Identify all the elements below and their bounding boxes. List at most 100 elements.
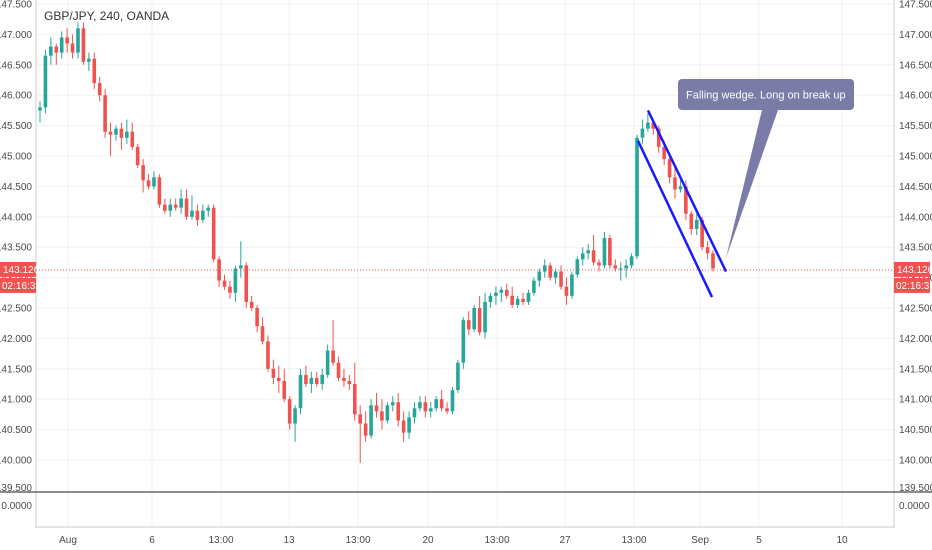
candle-body xyxy=(298,374,303,409)
candle-body xyxy=(228,286,232,293)
candle-body xyxy=(510,295,514,305)
candle-body xyxy=(423,402,428,412)
candle-body xyxy=(195,210,200,220)
candle-body xyxy=(244,265,249,302)
candle-body xyxy=(494,292,498,296)
candle-body xyxy=(385,405,390,421)
candle-body xyxy=(233,268,238,293)
y-tick-label-right: 141.500 xyxy=(899,364,932,375)
y-tick-label-left: 140.500 xyxy=(0,425,32,436)
y-tick-label-left: 142.000 xyxy=(0,334,32,345)
candle-body xyxy=(580,253,585,260)
wedge-lower-line xyxy=(636,140,714,298)
candle-body xyxy=(146,180,151,187)
y-tick-label-right: 144.500 xyxy=(899,182,932,193)
countdown-badge-bg-left xyxy=(0,277,36,293)
candle-body xyxy=(673,177,677,190)
candle-body xyxy=(526,292,531,302)
candle-body xyxy=(320,374,325,384)
countdown-badge-right: 02:16:32 xyxy=(896,281,932,292)
candle-body xyxy=(537,271,542,281)
candle-body xyxy=(49,46,53,56)
candle-body xyxy=(439,399,444,409)
candle-body xyxy=(575,259,580,275)
y-tick-label-left: 141.000 xyxy=(0,395,32,406)
candle-body xyxy=(190,210,194,217)
candle-body xyxy=(667,159,672,178)
candle-body xyxy=(521,298,525,302)
candle-body xyxy=(135,146,140,166)
candle-body xyxy=(472,308,476,330)
candle-body xyxy=(130,131,135,147)
candle-body xyxy=(434,399,439,409)
y-tick-label-left: 142.500 xyxy=(0,304,32,315)
candle-body xyxy=(309,377,314,384)
candle-body xyxy=(255,308,259,327)
x-tick-label: 13:00 xyxy=(621,535,646,546)
candle-body xyxy=(87,58,91,62)
candle-body xyxy=(640,128,645,138)
candle-body xyxy=(553,271,558,278)
candle-body xyxy=(445,408,449,412)
price-badges: 143.126 02:16:32 143.126 02:16:32 xyxy=(0,261,932,293)
grid xyxy=(36,0,894,527)
candle-body xyxy=(108,131,113,135)
y-tick-label-left: 146.000 xyxy=(0,91,32,102)
y-tick-label-right: 144.000 xyxy=(899,212,932,223)
y-axis-left: 140.000 140.500 141.000 141.500 142.000 142.5… xyxy=(0,0,32,467)
candle-body xyxy=(591,250,596,263)
candle-body xyxy=(602,238,607,266)
price-badge-bg-left xyxy=(0,261,36,277)
candle-body xyxy=(157,177,162,205)
candle-body xyxy=(287,399,292,424)
candle-body xyxy=(651,122,656,129)
candle-body xyxy=(396,402,401,421)
candle-body xyxy=(613,265,618,269)
candle-body xyxy=(499,289,504,293)
candle-body xyxy=(618,268,623,270)
x-tick-label: 13:00 xyxy=(345,535,370,546)
candle-body xyxy=(656,128,661,147)
sub-pane-top-label-left: 139.500 xyxy=(0,483,32,494)
candle-body xyxy=(92,58,97,84)
candle-body xyxy=(59,37,64,53)
x-tick-label: Aug xyxy=(59,535,77,546)
y-tick-label-left: 147.000 xyxy=(0,30,32,41)
y-tick-label-left: 141.500 xyxy=(0,364,32,375)
countdown-badge-left: 02:16:32 xyxy=(2,281,41,292)
y-tick-label-left: 145.000 xyxy=(0,152,32,163)
candle-body xyxy=(390,402,395,406)
callout-text: Falling wedge. Long on break up xyxy=(686,90,846,102)
candle-body xyxy=(407,417,411,433)
annotation-callout[interactable]: Falling wedge. Long on break up xyxy=(678,79,854,258)
candle-body xyxy=(559,271,563,287)
candle-body xyxy=(304,374,308,384)
candle-body xyxy=(336,362,341,378)
candle-body xyxy=(401,420,406,433)
x-tick-label: 6 xyxy=(149,535,155,546)
y-tick-label-right: 142.000 xyxy=(899,334,932,345)
candle-body xyxy=(179,198,183,208)
candle-body xyxy=(65,37,69,44)
candle-body xyxy=(629,256,634,266)
y-tick-label-right: 143.500 xyxy=(899,243,932,254)
candle-body xyxy=(266,341,270,369)
chart-title: GBP/JPY, 240, OANDA xyxy=(44,9,169,23)
candle-body xyxy=(282,380,287,400)
candle-body xyxy=(597,262,601,266)
candle-body xyxy=(141,165,145,181)
y-tick-label-right: 141.000 xyxy=(899,395,932,406)
indicator-pane: 139.500 139.500 0.0000 0.0000 xyxy=(0,483,932,512)
falling-wedge[interactable] xyxy=(636,109,728,298)
callout-pointer xyxy=(726,110,778,258)
candle-body xyxy=(173,204,178,208)
x-tick-label: Sep xyxy=(691,535,709,546)
candle-body xyxy=(163,204,167,211)
candle-body xyxy=(358,414,363,424)
candle-body xyxy=(466,320,471,330)
candle-body xyxy=(43,55,48,108)
x-tick-label: 20 xyxy=(422,535,434,546)
candle-body xyxy=(450,390,455,412)
y-tick-label-left: 144.500 xyxy=(0,182,32,193)
